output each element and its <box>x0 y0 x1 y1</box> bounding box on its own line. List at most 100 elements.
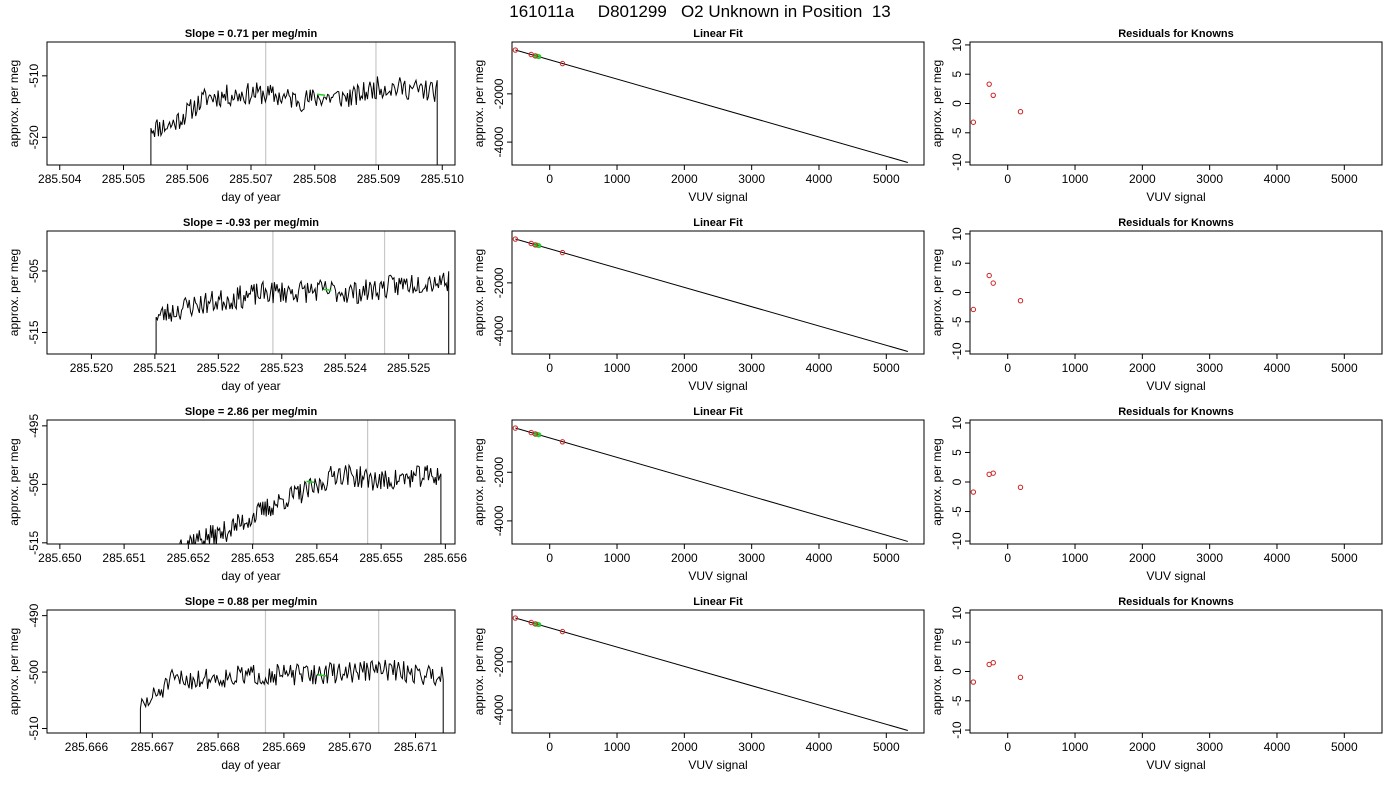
panel-1-fit <box>512 47 908 163</box>
residual-point <box>1017 674 1024 681</box>
panel-4-trace <box>139 610 444 733</box>
known-point <box>532 621 538 627</box>
x-tick-label: 1000 <box>604 361 631 375</box>
unknown-mean-mark <box>317 674 327 677</box>
y-tick-label: 10 <box>950 416 964 430</box>
known-point <box>559 439 566 445</box>
x-tick-label: 285.653 <box>231 551 275 565</box>
panel-2-residuals <box>970 272 1024 313</box>
x-tick-label: 285.504 <box>38 172 82 186</box>
y-axis-label: approx. per meg <box>930 438 944 525</box>
y-tick-label: -2000 <box>492 457 506 488</box>
panel-2-trace <box>155 231 450 354</box>
x-tick-label: 285.521 <box>133 361 177 375</box>
x-tick-label: 3000 <box>1196 361 1223 375</box>
y-axis-label: approx. per meg <box>472 60 486 147</box>
plot-area <box>139 610 444 733</box>
y-tick-label: -2000 <box>492 646 506 677</box>
plot-frame <box>969 230 1383 355</box>
x-tick-label: 0 <box>546 551 553 565</box>
y-tick-label: -4000 <box>492 126 506 157</box>
x-tick-label: 285.655 <box>359 551 403 565</box>
residual-point <box>1017 109 1024 115</box>
plot-area <box>512 425 908 542</box>
plot-frame <box>511 230 925 355</box>
panel-title: Residuals for Knowns <box>1118 596 1234 608</box>
x-tick-label: 5000 <box>873 551 900 565</box>
known-point <box>532 242 538 248</box>
plot-frame <box>46 419 456 545</box>
panel-title: Linear Fit <box>693 28 743 40</box>
y-axis-label: approx. per meg <box>472 628 486 715</box>
panel-4-fit <box>512 615 908 731</box>
x-tick-label: 285.670 <box>328 740 372 754</box>
panel-title: Slope = 0.88 per meg/min <box>185 596 318 608</box>
x-tick-label: 3000 <box>1196 172 1223 186</box>
residual-point <box>970 119 977 125</box>
panel-1-residuals <box>970 81 1024 125</box>
x-tick-label: 2000 <box>671 361 698 375</box>
plot-area <box>512 615 908 731</box>
y-tick-label: 5 <box>950 639 964 646</box>
y-tick-label: 0 <box>950 289 964 296</box>
fit-line <box>515 617 908 731</box>
known-point <box>512 47 519 53</box>
known-point <box>512 615 519 621</box>
y-tick-label: -495 <box>27 414 41 438</box>
plot-area <box>512 236 908 352</box>
y-tick-label: -5 <box>950 127 964 138</box>
plot-area <box>150 42 438 165</box>
data-trace-line <box>150 76 438 165</box>
x-tick-label: 285.671 <box>394 740 438 754</box>
x-tick-label: 2000 <box>671 740 698 754</box>
residual-point <box>990 280 996 286</box>
known-point <box>532 431 538 437</box>
x-tick-label: 285.669 <box>262 740 306 754</box>
y-axis-label: approx. per meg <box>7 249 21 336</box>
x-tick-label: 1000 <box>604 551 631 565</box>
y-tick-label: -515 <box>27 531 41 555</box>
x-tick-label: 285.656 <box>424 551 468 565</box>
unknown-mean-mark <box>317 93 326 97</box>
x-tick-label: 285.666 <box>65 740 109 754</box>
x-axis-label: VUV signal <box>688 379 747 393</box>
x-axis-label: VUV signal <box>688 758 747 772</box>
panel-3-trace <box>179 420 442 544</box>
plot-frame <box>46 609 456 734</box>
y-axis-label: approx. per meg <box>930 60 944 147</box>
plot-frame <box>511 41 925 166</box>
x-tick-label: 2000 <box>1129 361 1156 375</box>
data-trace-line <box>179 463 442 544</box>
residual-point <box>1017 298 1024 304</box>
plot-area <box>179 420 442 544</box>
x-tick-label: 1000 <box>1062 551 1089 565</box>
panel-2-fit <box>512 236 908 352</box>
y-tick-label: -10 <box>950 153 964 171</box>
data-trace-line <box>139 659 444 733</box>
panel-title: Residuals for Knowns <box>1118 28 1234 40</box>
x-tick-label: 5000 <box>873 740 900 754</box>
x-tick-label: 285.524 <box>324 361 368 375</box>
x-tick-label: 4000 <box>806 551 833 565</box>
y-tick-label: -505 <box>27 472 41 496</box>
residual-point <box>986 81 992 87</box>
x-tick-label: 3000 <box>738 172 765 186</box>
panel-3-fit <box>512 425 908 542</box>
panel-title: Slope = 2.86 per meg/min <box>185 406 318 418</box>
y-tick-label: -500 <box>27 660 41 684</box>
plot-frame <box>969 41 1383 166</box>
y-axis-label: approx. per meg <box>7 60 21 147</box>
residual-point <box>990 92 996 99</box>
x-tick-label: 0 <box>546 361 553 375</box>
x-tick-label: 285.507 <box>229 172 273 186</box>
figure-title: 161011a D801299 O2 Unknown in Position 1… <box>509 2 891 21</box>
fit-line <box>515 49 908 163</box>
x-tick-label: 4000 <box>1264 361 1291 375</box>
x-tick-label: 5000 <box>1331 740 1358 754</box>
x-tick-label: 3000 <box>738 361 765 375</box>
x-tick-label: 285.506 <box>166 172 210 186</box>
known-point <box>512 236 519 242</box>
x-axis-label: VUV signal <box>1146 190 1205 204</box>
y-axis-label: approx. per meg <box>472 249 486 336</box>
